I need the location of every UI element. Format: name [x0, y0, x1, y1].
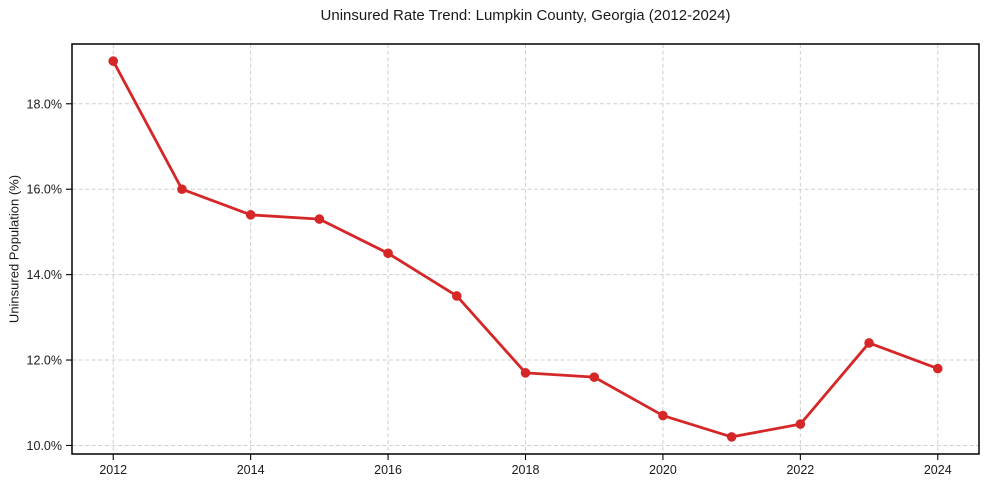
x-tick-label: 2018: [512, 463, 540, 477]
x-tick-label: 2022: [786, 463, 814, 477]
x-tick-label: 2016: [374, 463, 402, 477]
data-point: [451, 291, 462, 301]
y-tick-label: 14.0%: [27, 268, 62, 282]
x-tick-label: 2012: [99, 463, 127, 477]
x-tick-label: 2020: [649, 463, 677, 477]
chart-title: Uninsured Rate Trend: Lumpkin County, Ge…: [320, 7, 731, 24]
y-tick-label: 16.0%: [27, 183, 62, 197]
plot-border: [71, 43, 980, 455]
data-point: [589, 372, 600, 382]
y-tick-label: 18.0%: [27, 97, 62, 111]
data-point: [864, 338, 874, 348]
y-tick-label: 10.0%: [27, 439, 62, 453]
data-point: [245, 210, 256, 220]
data-point: [314, 214, 325, 224]
y-tick-label: 12.0%: [27, 354, 62, 368]
x-tick-label: 2014: [237, 463, 265, 477]
data-point: [108, 56, 119, 66]
x-tick-label: 2024: [924, 463, 952, 477]
data-point: [932, 363, 943, 374]
data-point: [658, 410, 668, 421]
data-point: [795, 419, 806, 429]
data-point: [726, 432, 737, 442]
data-point: [177, 184, 187, 195]
data-point: [520, 368, 531, 378]
data-point: [383, 248, 393, 259]
